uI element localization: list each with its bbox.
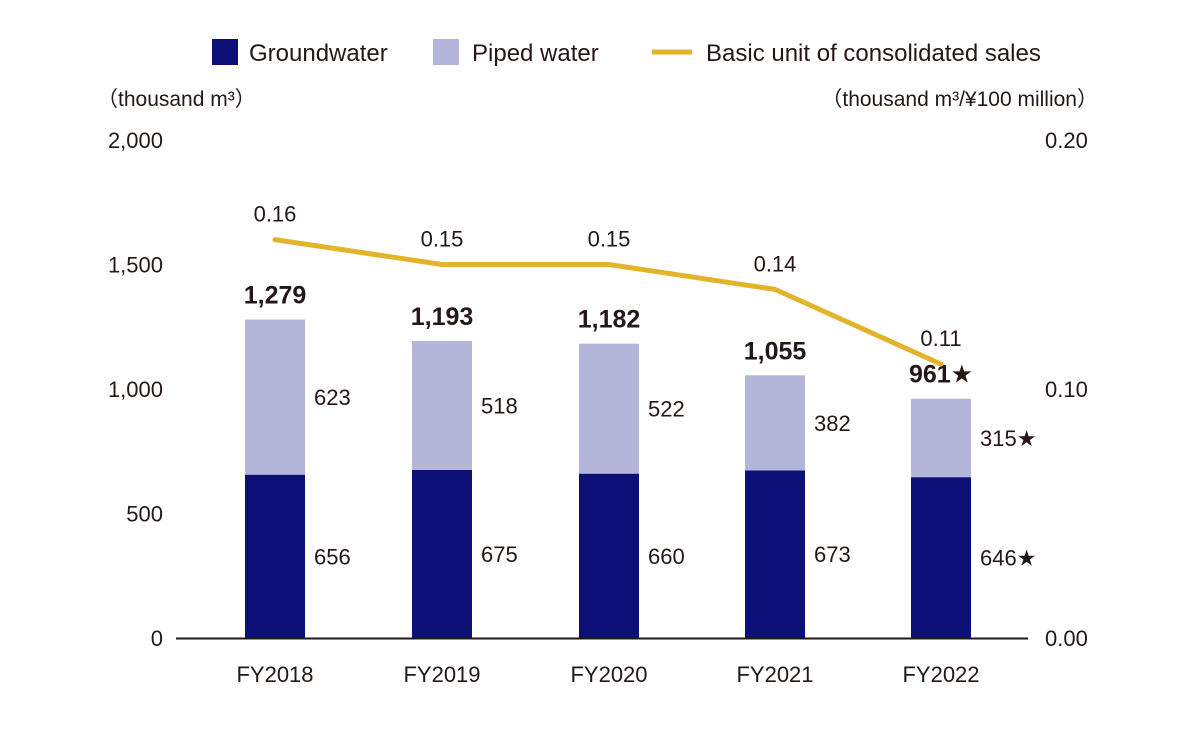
right-axis-unit: （thousand m³/¥100 million） [821,88,1098,111]
basic-unit-line-path [272,237,944,367]
bar-value-label: 656 [314,544,351,569]
bar-value-label: 522 [648,397,685,422]
legend-label-basic-unit: Basic unit of consolidated sales [706,40,1041,67]
bar-piped-water [745,375,805,471]
bar-piped-water [412,340,472,470]
line-value-label: 0.11 [920,326,961,351]
bar-value-label: 315★ [980,426,1036,451]
legend-swatch-piped-water [433,39,459,65]
left-axis-unit: （thousand m³） [97,88,256,111]
bar-value-label: 660 [648,544,685,569]
legend: Groundwater Piped water Basic unit of co… [212,39,1041,67]
bar-total-label: 1,193 [411,303,474,331]
bar-value-label: 675 [481,542,518,567]
x-category-label: FY2022 [902,662,979,687]
legend-label-piped-water: Piped water [472,40,599,67]
legend-label-groundwater: Groundwater [249,40,388,67]
left-tick-label: 0 [151,626,163,651]
bar-groundwater [745,470,805,638]
right-tick-label: 0.10 [1045,377,1088,402]
bar-groundwater [579,473,639,638]
line-value-label: 0.14 [754,251,797,276]
bar-total-label: 1,279 [244,282,307,310]
bar-total-label: 1,182 [578,306,641,334]
bars: 656 623 1,279 FY2018 675 518 1,193 FY2019 660 522… [236,282,1036,687]
right-axis: 0.00 0.10 0.20 [1045,128,1088,651]
bar-value-label: 646★ [980,546,1036,571]
left-axis: 0 500 1,000 1,500 2,000 [108,128,163,651]
bar-groundwater [911,477,971,638]
left-tick-label: 1,000 [108,377,163,402]
x-category-label: FY2021 [736,662,813,687]
bar-groundwater [245,474,305,638]
bar-value-label: 673 [814,542,851,567]
x-category-label: FY2020 [570,662,647,687]
right-tick-label: 0.00 [1045,626,1088,651]
bar-piped-water [245,319,305,475]
basic-unit-line: 0.16 0.15 0.15 0.14 0.11 [254,202,962,367]
right-tick-label: 0.20 [1045,128,1088,153]
bar-piped-water [911,398,971,478]
left-tick-label: 500 [126,502,163,527]
bar-total-label: 1,055 [744,337,807,365]
left-tick-label: 2,000 [108,128,163,153]
bar-piped-water [579,343,639,474]
x-category-label: FY2018 [236,662,313,687]
legend-swatch-groundwater [212,39,238,65]
bar-value-label: 518 [481,393,518,418]
bar-groundwater [412,469,472,638]
bar-value-label: 382 [814,411,851,436]
line-value-label: 0.15 [421,227,464,252]
bar-value-label: 623 [314,385,351,410]
left-tick-label: 1,500 [108,253,163,278]
x-category-label: FY2019 [403,662,480,687]
line-value-label: 0.15 [588,227,631,252]
line-value-label: 0.16 [254,202,297,227]
